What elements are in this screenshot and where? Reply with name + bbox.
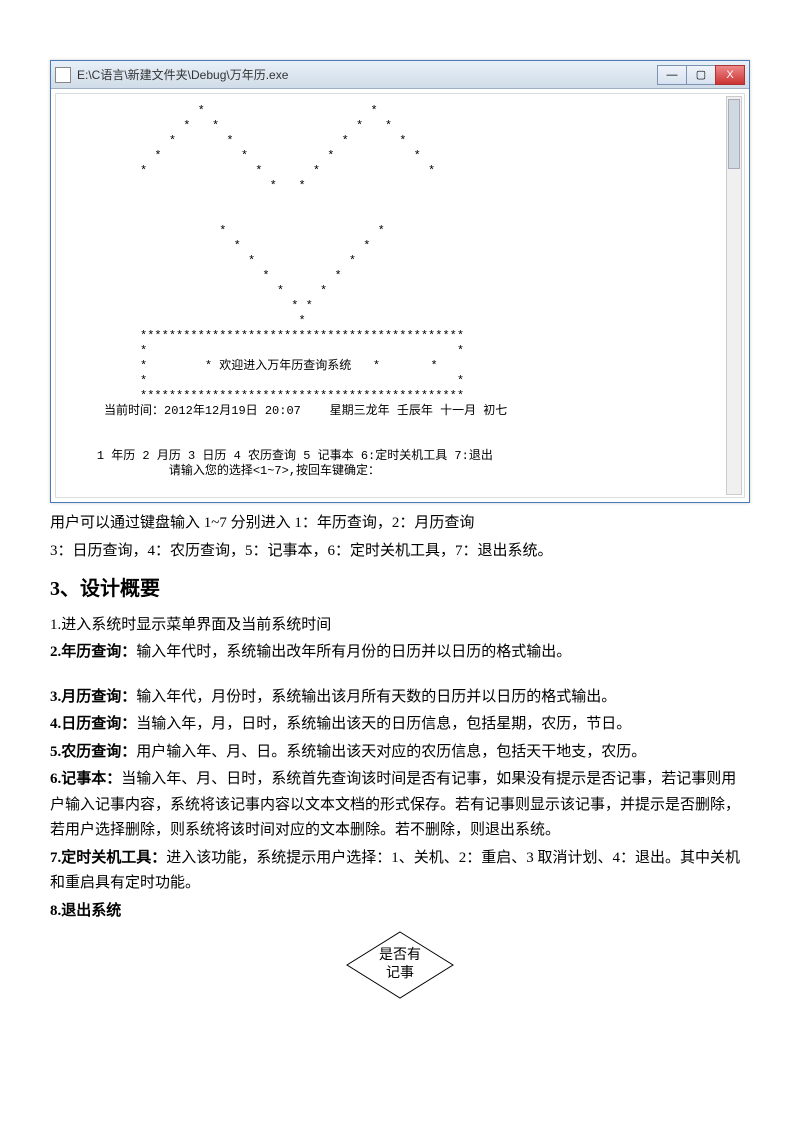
item-6-label: 6.记事本： [50,771,121,787]
item-8: 8.退出系统 [50,899,750,925]
datetime-value: 2012年12月19日 20:07 [164,404,301,418]
window-titlebar: E:\C语言\新建文件夹\Debug\万年历.exe — ▢ X [51,61,749,89]
diamond-text: 是否有 记事 [379,947,421,983]
ascii-art: * * * * * * * * * * * * * * * * [68,104,732,404]
decision-diamond: 是否有 记事 [345,930,455,1000]
diamond-wrap: 是否有 记事 [50,930,750,1000]
diamond-label: 是否有 记事 [345,930,455,1000]
item-2-label: 2.年历查询： [50,644,136,660]
item-4-label: 4.日历查询： [50,716,136,732]
window-title: E:\C语言\新建文件夹\Debug\万年历.exe [77,66,658,83]
app-icon [55,67,71,83]
menu-line: 1 年历 2 月历 3 日历 4 农历查询 5 记事本 6:定时关机工具 7:退… [97,449,493,463]
item-4: 4.日历查询：当输入年，月，日时，系统输出该天的日历信息，包括星期，农历，节日。 [50,712,750,738]
app-window: E:\C语言\新建文件夹\Debug\万年历.exe — ▢ X * * * *… [50,60,750,503]
minimize-button[interactable]: — [657,65,687,85]
item-5-body: 用户输入年、月、日。系统输出该天对应的农历信息，包括天干地支，农历。 [136,744,646,760]
item-6: 6.记事本：当输入年、月、日时，系统首先查询该时间是否有记事，如果没有提示是否记… [50,767,750,844]
window-buttons: — ▢ X [658,65,745,85]
item-5-label: 5.农历查询： [50,744,136,760]
item-3: 3.月历查询：输入年代，月份时，系统输出该月所有天数的日历并以日历的格式输出。 [50,685,750,711]
intro-line1: 用户可以通过键盘输入 1~7 分别进入 1：年历查询，2：月历查询 [50,511,750,536]
item-5: 5.农历查询：用户输入年、月、日。系统输出该天对应的农历信息，包括天干地支，农历… [50,740,750,766]
close-button[interactable]: X [715,65,745,85]
maximize-button[interactable]: ▢ [686,65,716,85]
item-3-label: 3.月历查询： [50,689,136,705]
section-heading: 3、设计概要 [50,572,750,601]
item-2: 2.年历查询：输入年代时，系统输出改年所有月份的日历并以日历的格式输出。 [50,640,750,666]
item-1: 1.进入系统时显示菜单界面及当前系统时间 [50,613,750,639]
console-area: * * * * * * * * * * * * * * * * [55,93,745,498]
scrollbar[interactable] [726,96,742,495]
item-3-body: 输入年代，月份时，系统输出该月所有天数的日历并以日历的格式输出。 [136,689,616,705]
item-7: 7.定时关机工具：进入该功能，系统提示用户选择：1、关机、2：重启、3 取消计划… [50,846,750,897]
weekday-value: 星期三龙年 壬辰年 十一月 初七 [330,404,508,418]
console-datetime: 当前时间：2012年12月19日 20:07 星期三龙年 壬辰年 十一月 初七 … [68,404,732,479]
item-8-label: 8.退出系统 [50,903,121,919]
scrollbar-thumb[interactable] [728,99,740,169]
item-2-body: 输入年代时，系统输出改年所有月份的日历并以日历的格式输出。 [136,644,571,660]
item-6-body: 当输入年、月、日时，系统首先查询该时间是否有记事，如果没有提示是否记事，若记事则… [50,771,740,838]
intro-line2: 3：日历查询，4：农历查询，5：记事本，6：定时关机工具，7：退出系统。 [50,539,750,564]
prompt-line: 请输入您的选择<1~7>,按回车键确定： [169,464,380,478]
datetime-label: 当前时间： [104,404,164,418]
item-4-body: 当输入年，月，日时，系统输出该天的日历信息，包括星期，农历，节日。 [136,716,631,732]
item-7-label: 7.定时关机工具： [50,850,166,866]
